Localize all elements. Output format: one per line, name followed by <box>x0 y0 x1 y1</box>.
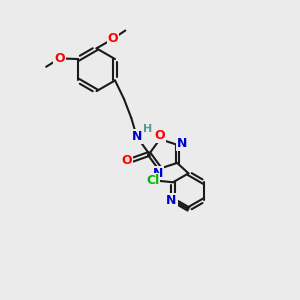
Text: N: N <box>166 194 177 207</box>
Text: N: N <box>153 167 164 179</box>
Text: O: O <box>121 154 132 167</box>
Text: O: O <box>54 52 65 65</box>
Text: O: O <box>154 129 165 142</box>
Text: O: O <box>107 32 118 45</box>
Text: Cl: Cl <box>146 174 159 187</box>
Text: N: N <box>131 130 142 143</box>
Text: H: H <box>143 124 153 134</box>
Text: N: N <box>176 137 187 150</box>
